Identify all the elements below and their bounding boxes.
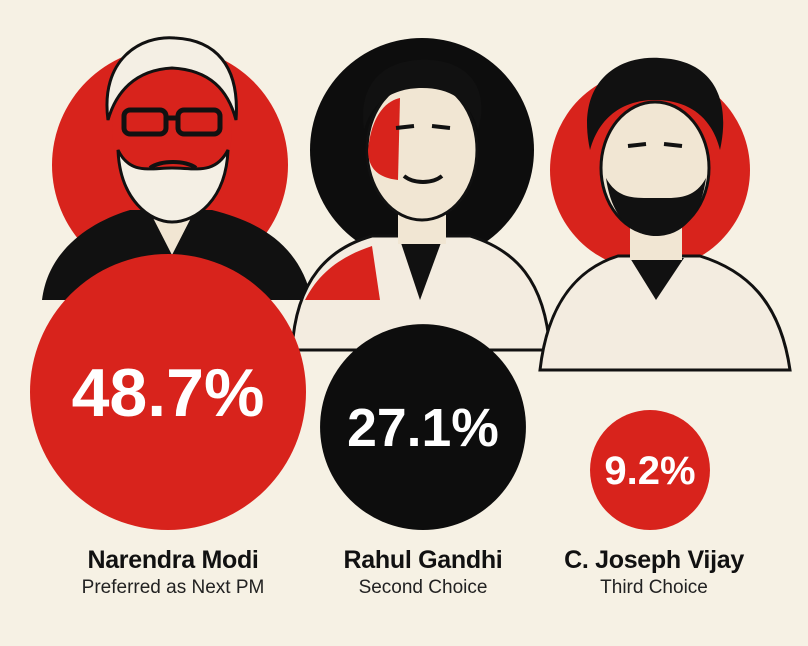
- portrait-eye-left-3: [627, 142, 647, 148]
- candidate-subtitle: Third Choice: [600, 577, 708, 598]
- value-label: 27.1%: [347, 399, 499, 458]
- portrait-face-shade-2: [368, 98, 400, 180]
- portrait-beard-1: [116, 149, 230, 224]
- portrait-eye-left-2: [395, 124, 415, 130]
- portrait-c-joseph-vijay: [538, 57, 792, 372]
- candidate-subtitle: Preferred as Next PM: [81, 577, 265, 598]
- label-block-narendra-modi: Narendra Modi Preferred as Next PM: [28, 546, 318, 599]
- portrait-glasses-left-1: [121, 107, 169, 137]
- portrait-beard-3: [606, 178, 706, 236]
- portrait-mouth-2: [402, 174, 444, 184]
- label-block-rahul-gandhi: Rahul Gandhi Second Choice: [318, 546, 528, 599]
- value-bubble: [320, 324, 526, 530]
- value-label: 9.2%: [604, 449, 695, 493]
- portrait-eye-right-2: [431, 124, 451, 130]
- candidate-name: C. Joseph Vijay: [564, 546, 744, 574]
- portrait-rahul-gandhi: [290, 38, 552, 352]
- portrait-mouth-1: [148, 160, 198, 170]
- candidate-name: Narendra Modi: [87, 546, 259, 574]
- value-bubbles: 48.7% 27.1% 9.2%: [30, 254, 710, 530]
- portrait-collar-1: [150, 212, 194, 255]
- candidate-name: Rahul Gandhi: [343, 546, 503, 574]
- portrait-shirt-3: [538, 254, 792, 372]
- portrait-hair-2: [363, 59, 482, 130]
- portrait-shade-2: [305, 246, 380, 300]
- label-block-c-joseph-vijay: C. Joseph Vijay Third Choice: [534, 546, 774, 599]
- portrait-glasses-right-1: [175, 107, 223, 137]
- value-bubble: [30, 254, 306, 530]
- portrait-hair-1: [105, 36, 238, 121]
- portrait-collar-3: [630, 258, 684, 300]
- value-label: 48.7%: [72, 355, 265, 431]
- candidate-subtitle: Second Choice: [358, 577, 488, 598]
- value-bubble: [590, 410, 710, 530]
- portrait-hair-3: [587, 57, 724, 150]
- portrait-collar-2: [400, 240, 442, 300]
- portrait-eye-right-3: [663, 142, 683, 148]
